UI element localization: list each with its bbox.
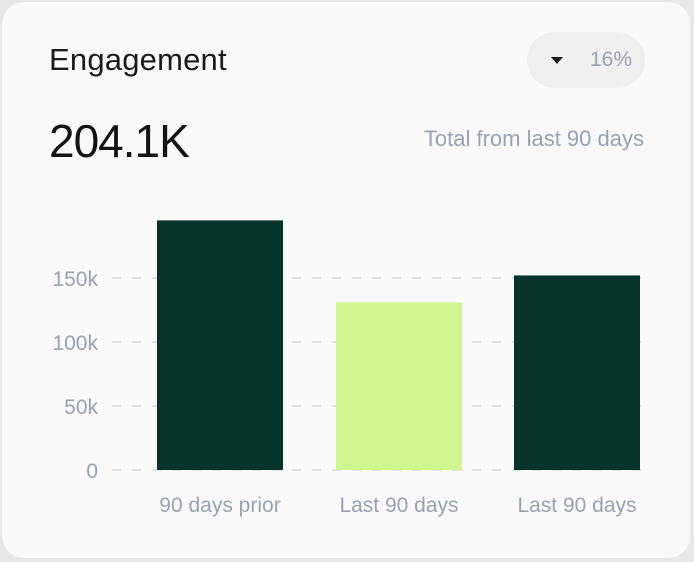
change-badge[interactable]: 16% [527, 32, 645, 88]
caret-down-icon [551, 57, 563, 64]
bar-3[interactable] [514, 275, 640, 470]
bar-1[interactable] [157, 220, 283, 470]
x-axis-labels: 90 days prior Last 90 days Last 90 days [159, 494, 636, 517]
total-subtitle: Total from last 90 days [423, 126, 644, 151]
x-category-label: 90 days prior [159, 494, 280, 517]
x-category-label: Last 90 days [339, 494, 458, 517]
bar-2[interactable] [336, 302, 462, 470]
bars [157, 220, 640, 470]
card-title: Engagement [49, 42, 227, 77]
y-tick-label: 50k [64, 396, 98, 419]
change-value: 16% [590, 48, 633, 71]
total-value: 204.1K [49, 115, 190, 167]
x-category-label: Last 90 days [517, 494, 636, 517]
y-tick-label: 150k [52, 268, 98, 291]
y-axis-ticks: 0 50k 100k 150k [52, 268, 98, 483]
y-tick-label: 0 [86, 460, 98, 483]
y-tick-label: 100k [52, 332, 98, 355]
